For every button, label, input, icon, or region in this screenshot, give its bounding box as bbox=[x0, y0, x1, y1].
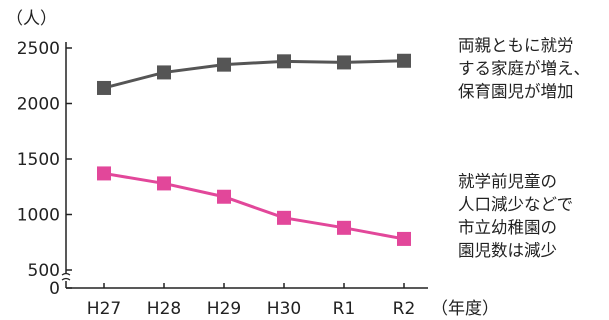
series-line bbox=[103, 171, 405, 241]
annotation-line: 市立幼稚園の bbox=[458, 218, 557, 237]
y-tick-label: 1500 bbox=[17, 150, 60, 170]
data-point-marker bbox=[337, 55, 351, 70]
x-tick-label: R2 bbox=[393, 299, 416, 319]
x-tick-label: R1 bbox=[333, 299, 356, 319]
annotation-population: 就学前児童の 人口減少などで 市立幼稚園の 園児数は減少 bbox=[458, 170, 573, 262]
x-axis-unit-label: （年度） bbox=[431, 299, 499, 319]
annotation-line: 人口減少などで bbox=[458, 195, 574, 214]
data-point-marker bbox=[217, 57, 231, 72]
x-tick-label: H29 bbox=[207, 299, 241, 319]
data-point-marker bbox=[217, 189, 231, 204]
series-group bbox=[97, 53, 411, 246]
y-tick-label: 0 bbox=[49, 279, 60, 299]
y-axis-label: （人） bbox=[6, 9, 57, 29]
annotation-line: する家庭が増え、 bbox=[458, 59, 590, 78]
data-point-marker bbox=[97, 166, 111, 181]
x-tick-label: H30 bbox=[267, 299, 301, 319]
data-point-marker bbox=[277, 210, 291, 225]
x-tick-label: H28 bbox=[147, 299, 181, 319]
axis-break-stroke bbox=[61, 272, 71, 276]
x-ticks: H27 H28 H29 H30 R1 R2 bbox=[87, 283, 416, 319]
data-point-marker bbox=[337, 220, 351, 235]
y-tick-label: 2000 bbox=[17, 95, 60, 115]
data-point-marker bbox=[157, 176, 171, 191]
y-tick-label: 2500 bbox=[17, 39, 60, 59]
data-point-marker bbox=[277, 54, 291, 69]
axis-break-gap bbox=[62, 273, 70, 281]
annotation-line: 両親ともに就労 bbox=[458, 36, 574, 55]
y-tick-label: 1000 bbox=[17, 206, 60, 226]
annotation-line: 保育園児が増加 bbox=[458, 82, 574, 101]
y-tick-label: 500 bbox=[28, 261, 60, 281]
series-line bbox=[103, 59, 405, 90]
annotation-line: 園児数は減少 bbox=[458, 241, 557, 260]
data-point-marker bbox=[397, 231, 411, 246]
data-point-marker bbox=[397, 53, 411, 68]
axis-break-stroke bbox=[61, 277, 71, 281]
data-point-marker bbox=[97, 80, 111, 95]
annotation-workforce: 両親ともに就労 する家庭が増え、 保育園児が増加 bbox=[458, 34, 590, 103]
annotation-line: 就学前児童の bbox=[458, 172, 557, 191]
data-point-marker bbox=[157, 65, 171, 80]
x-tick-label: H27 bbox=[87, 299, 121, 319]
axis-break-mark bbox=[61, 272, 71, 281]
